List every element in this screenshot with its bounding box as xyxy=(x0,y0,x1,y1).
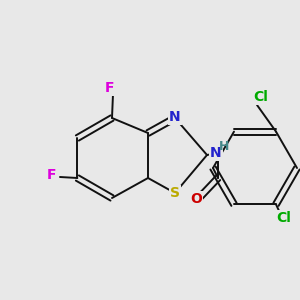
Text: F: F xyxy=(47,168,57,182)
Text: N: N xyxy=(210,146,222,160)
Text: Cl: Cl xyxy=(277,211,291,225)
Text: O: O xyxy=(190,192,202,206)
Text: Cl: Cl xyxy=(254,90,268,104)
Text: S: S xyxy=(170,186,180,200)
Text: F: F xyxy=(105,81,115,95)
Text: H: H xyxy=(219,140,229,152)
Text: N: N xyxy=(169,110,181,124)
